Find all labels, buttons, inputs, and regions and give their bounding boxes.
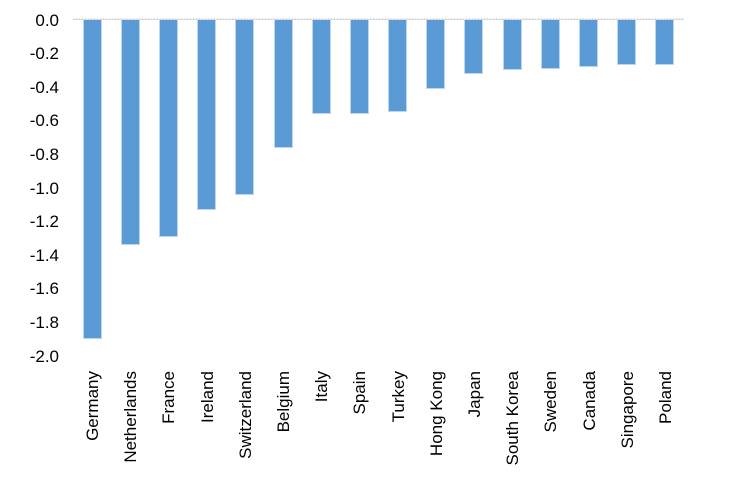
y-axis-tick-label: -1.4 xyxy=(29,245,59,265)
y-axis-tick-label: -1.6 xyxy=(29,279,59,299)
y-axis-tick-label: -2.0 xyxy=(29,346,59,366)
bar-ireland xyxy=(197,20,217,210)
y-axis-tick-label: -0.8 xyxy=(29,144,59,164)
y-axis-tick-label: -1.8 xyxy=(29,312,59,332)
x-axis-label-netherlands: Netherlands xyxy=(121,371,141,463)
bar-spain xyxy=(349,20,369,114)
x-axis-label-poland: Poland xyxy=(655,371,675,424)
bar-germany xyxy=(82,20,102,339)
x-axis-label-singapore: Singapore xyxy=(617,371,637,449)
y-axis-tick-label: -0.2 xyxy=(29,44,59,64)
bar-poland xyxy=(655,20,675,65)
x-axis-label-spain: Spain xyxy=(350,371,370,415)
x-axis-label-switzerland: Switzerland xyxy=(235,371,255,459)
y-axis-tick-label: 0.0 xyxy=(35,10,59,30)
y-axis-tick-label: -1.0 xyxy=(29,178,59,198)
x-axis-label-belgium: Belgium xyxy=(274,371,294,433)
bar-south-korea xyxy=(502,20,522,70)
bar-italy xyxy=(311,20,331,114)
zero-axis-minor-ticks xyxy=(73,18,684,19)
bar-belgium xyxy=(273,20,293,148)
bar-sweden xyxy=(540,20,560,69)
bar-netherlands xyxy=(120,20,140,245)
y-axis-tick-label: -0.6 xyxy=(29,111,59,131)
bar-singapore xyxy=(617,20,637,65)
bar-hong-kong xyxy=(426,20,446,89)
bar-switzerland xyxy=(235,20,255,195)
bar-france xyxy=(158,20,178,237)
x-axis-label-south-korea: South Korea xyxy=(503,371,523,466)
x-axis-label-canada: Canada xyxy=(579,371,599,431)
x-axis-label-ireland: Ireland xyxy=(197,371,217,423)
x-axis-label-hong-kong: Hong Kong xyxy=(426,371,446,457)
x-axis-label-sweden: Sweden xyxy=(541,371,561,433)
bar-canada xyxy=(579,20,599,67)
y-axis-tick-label: -1.2 xyxy=(29,212,59,232)
bar-japan xyxy=(464,20,484,74)
bar-turkey xyxy=(388,20,408,112)
x-axis-label-italy: Italy xyxy=(312,371,332,403)
x-axis-label-turkey: Turkey xyxy=(388,371,408,423)
zero-axis-line xyxy=(73,19,684,20)
x-axis-label-germany: Germany xyxy=(83,371,103,441)
x-axis-label-france: France xyxy=(159,371,179,424)
y-axis-tick-label: -0.4 xyxy=(29,77,59,97)
x-axis-label-japan: Japan xyxy=(464,371,484,418)
